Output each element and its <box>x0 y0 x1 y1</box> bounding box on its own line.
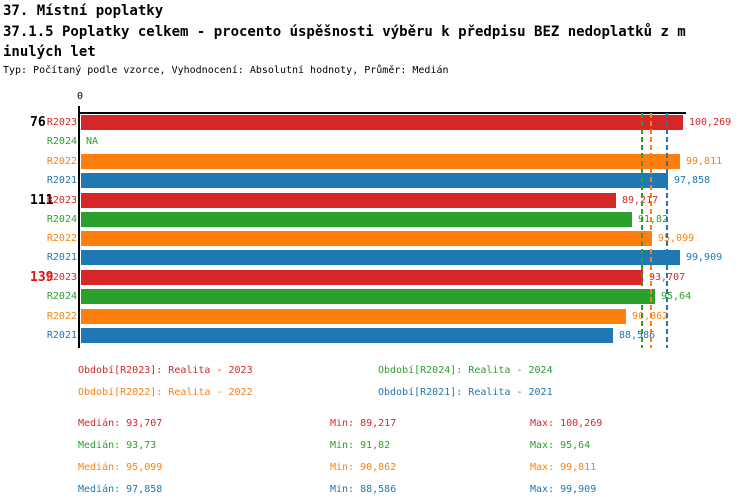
value-bar <box>81 270 643 285</box>
group-label: 76 <box>30 115 46 130</box>
series-row-label: R2021 <box>46 330 77 341</box>
value-bar <box>81 212 632 227</box>
series-row-label: R2023 <box>46 272 77 283</box>
stat-min: Min: 88,586 <box>330 484 397 495</box>
stat-max: Max: 95,64 <box>530 440 591 451</box>
legend-item: Období[R2021]: Realita - 2021 <box>378 387 553 398</box>
median-line <box>666 113 668 348</box>
value-bar <box>81 309 626 324</box>
series-row-label: R2022 <box>46 233 77 244</box>
x-axis-line <box>80 112 686 114</box>
value-bar <box>81 154 680 169</box>
series-row-label: R2024 <box>46 214 77 225</box>
stat-median: Medián: 93,73 <box>78 440 157 451</box>
indicator-title-line2: inulých let <box>3 44 96 60</box>
series-row-label: R2024 <box>46 291 77 302</box>
report-title: 37. Místní poplatky <box>3 3 164 19</box>
series-row-label: R2022 <box>46 311 77 322</box>
stat-max: Max: 99,909 <box>530 484 597 495</box>
group-label: 139 <box>30 270 54 285</box>
stat-max: Max: 100,269 <box>530 418 603 429</box>
axis-origin-label: 0 <box>76 91 84 102</box>
value-label: 88,586 <box>619 330 656 341</box>
series-row-label: R2021 <box>46 175 77 186</box>
value-label: 99,811 <box>686 156 723 167</box>
group-label: 111 <box>30 193 54 208</box>
value-bar <box>81 250 680 265</box>
value-label: 89,217 <box>622 193 658 208</box>
stat-min: Min: 90,862 <box>330 462 397 473</box>
legend-item: Období[R2024]: Realita - 2024 <box>378 365 553 376</box>
stat-median: Medián: 95,099 <box>78 462 163 473</box>
value-label-na: NA <box>86 136 99 147</box>
value-label: 95,64 <box>661 291 692 302</box>
value-label: 95,099 <box>658 233 695 244</box>
stat-max: Max: 99,811 <box>530 462 597 473</box>
series-row-label: R2023 <box>46 195 77 206</box>
value-bar <box>81 231 652 246</box>
value-label: 91,82 <box>638 214 669 225</box>
legend-item: Období[R2023]: Realita - 2023 <box>78 365 253 376</box>
value-label: 100,269 <box>689 117 732 128</box>
value-bar <box>81 289 655 304</box>
indicator-title-line1: 37.1.5 Poplatky celkem - procento úspěšn… <box>3 24 686 40</box>
value-bar <box>81 115 683 130</box>
value-label: 97,858 <box>674 175 711 186</box>
median-line <box>650 113 652 348</box>
series-row-label: R2022 <box>46 156 77 167</box>
median-line <box>641 113 643 348</box>
y-axis-line <box>78 106 80 348</box>
stat-median: Medián: 93,707 <box>78 418 163 429</box>
indicator-subtitle: Typ: Počítaný podle vzorce, Vyhodnocení:… <box>3 65 449 76</box>
stat-median: Medián: 97,858 <box>78 484 163 495</box>
stat-min: Min: 91,82 <box>330 440 391 451</box>
value-bar <box>81 193 616 208</box>
value-bar <box>81 328 613 343</box>
series-row-label: R2021 <box>46 252 77 263</box>
value-bar <box>81 173 668 188</box>
series-row-label: R2024 <box>46 136 77 147</box>
legend-item: Období[R2022]: Realita - 2022 <box>78 387 253 398</box>
stat-min: Min: 89,217 <box>330 418 397 429</box>
series-row-label: R2023 <box>46 117 77 128</box>
chart-area: 0 76 R2023 100,269 R2024 NA R2022 99,811 R2021 9… <box>0 90 750 360</box>
value-label: 99,909 <box>686 252 723 263</box>
